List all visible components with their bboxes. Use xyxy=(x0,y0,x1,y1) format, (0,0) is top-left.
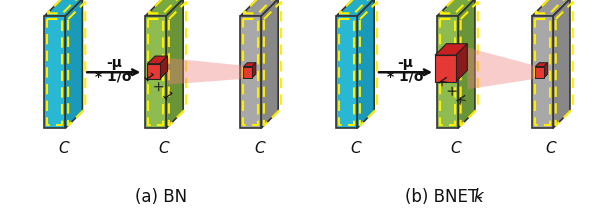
Text: C: C xyxy=(350,141,361,156)
Text: C: C xyxy=(159,141,169,156)
Text: -μ: -μ xyxy=(106,56,122,70)
Polygon shape xyxy=(147,56,167,64)
Polygon shape xyxy=(467,47,535,89)
Polygon shape xyxy=(166,0,183,128)
Text: (a) BN: (a) BN xyxy=(135,188,187,206)
Polygon shape xyxy=(261,0,278,128)
Text: C: C xyxy=(451,141,461,156)
Polygon shape xyxy=(145,0,183,16)
Polygon shape xyxy=(243,63,256,67)
Polygon shape xyxy=(336,0,374,16)
Polygon shape xyxy=(532,0,570,16)
Text: k: k xyxy=(473,188,483,206)
Polygon shape xyxy=(147,64,160,79)
Polygon shape xyxy=(357,0,374,128)
Text: -μ: -μ xyxy=(397,56,414,70)
Text: C: C xyxy=(254,141,264,156)
Polygon shape xyxy=(532,16,553,128)
Polygon shape xyxy=(167,58,243,85)
Polygon shape xyxy=(456,44,467,82)
Polygon shape xyxy=(437,16,458,128)
Polygon shape xyxy=(336,16,357,128)
Text: * 1/σ: * 1/σ xyxy=(95,69,132,83)
Polygon shape xyxy=(435,44,467,55)
Text: (b) BNET-: (b) BNET- xyxy=(405,188,482,206)
Polygon shape xyxy=(535,63,548,67)
Polygon shape xyxy=(458,0,475,128)
Polygon shape xyxy=(435,55,456,82)
Polygon shape xyxy=(535,67,544,78)
Polygon shape xyxy=(45,16,65,128)
Polygon shape xyxy=(252,63,256,78)
Text: 1 × 1: 1 × 1 xyxy=(141,70,174,103)
Polygon shape xyxy=(160,56,167,79)
Polygon shape xyxy=(145,16,166,128)
Polygon shape xyxy=(45,0,82,16)
Polygon shape xyxy=(65,0,82,128)
Polygon shape xyxy=(437,0,475,16)
Polygon shape xyxy=(243,67,252,78)
Text: C: C xyxy=(545,141,556,156)
Polygon shape xyxy=(544,63,548,78)
Polygon shape xyxy=(240,16,261,128)
Text: * 1/σ: * 1/σ xyxy=(386,69,424,83)
Text: k × k: k × k xyxy=(435,75,467,108)
Text: C: C xyxy=(58,141,69,156)
Polygon shape xyxy=(553,0,570,128)
Polygon shape xyxy=(240,0,278,16)
